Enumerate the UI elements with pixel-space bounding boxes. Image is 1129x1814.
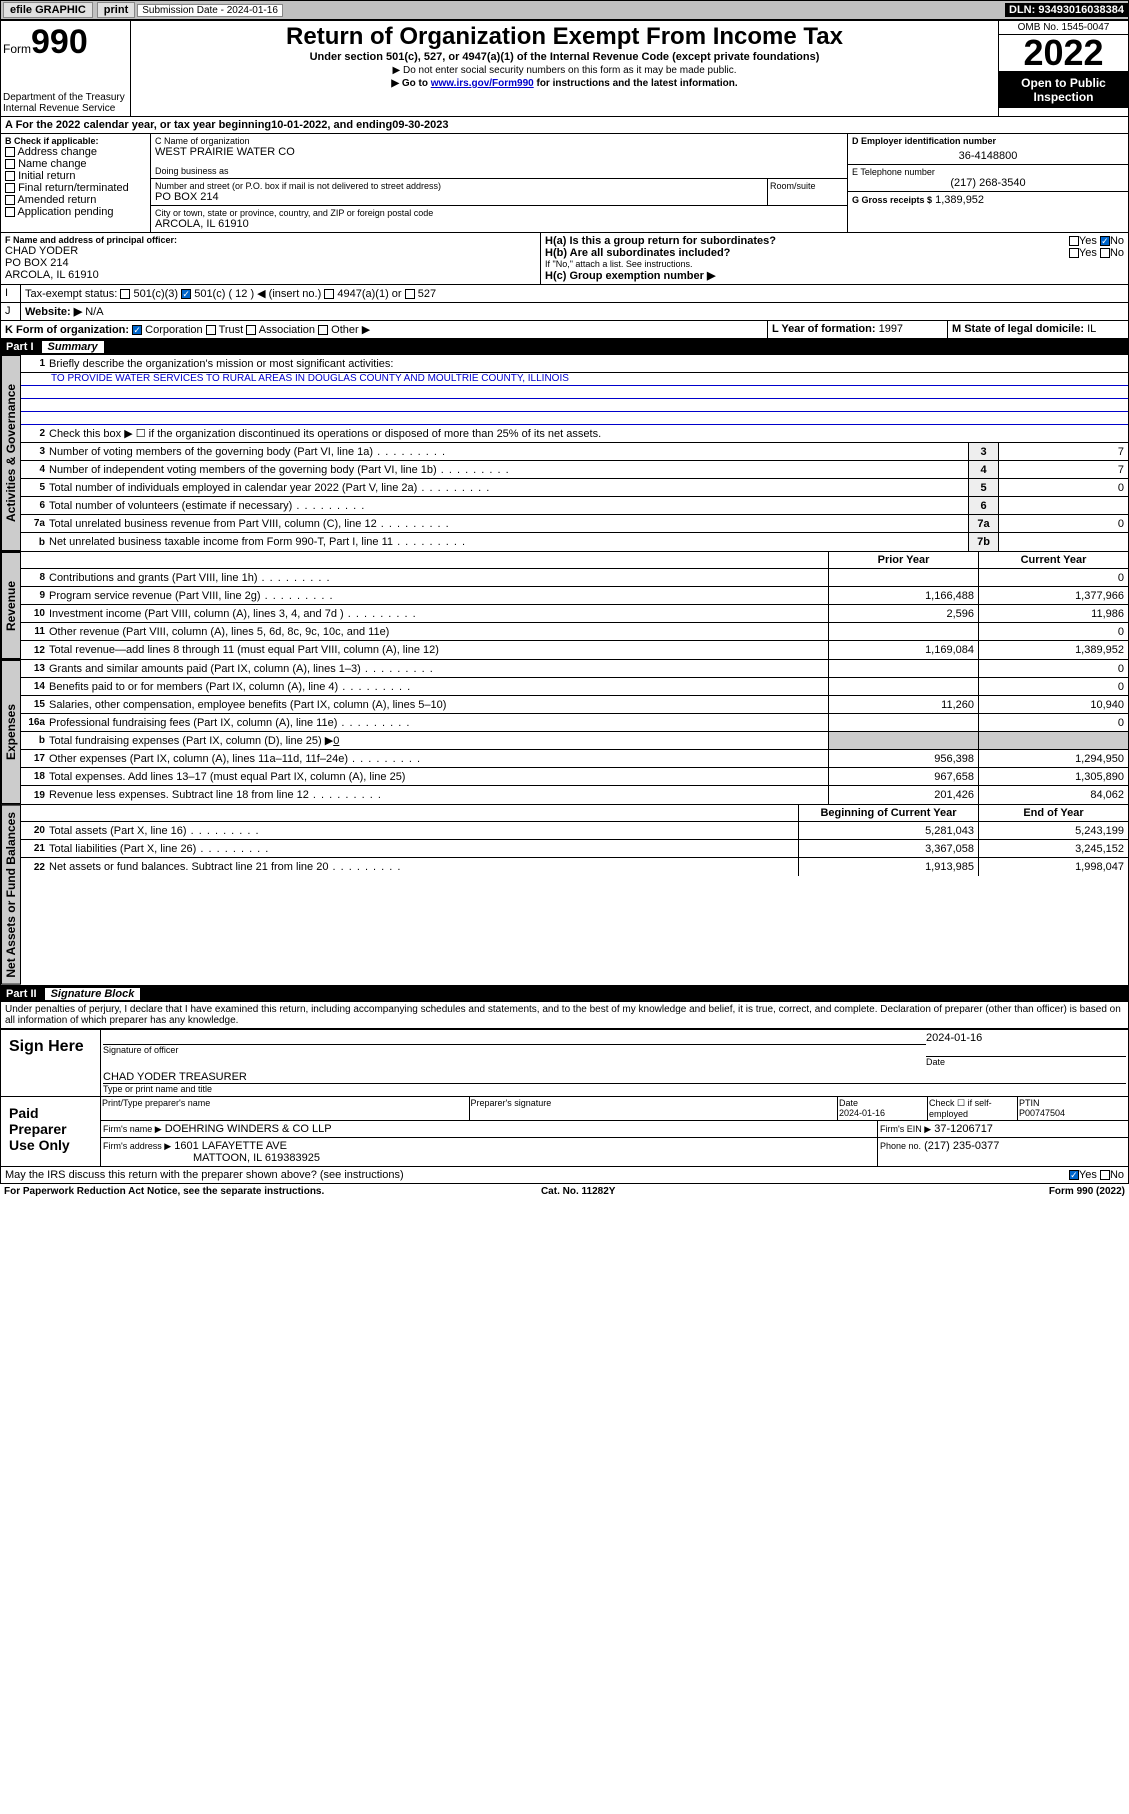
officer-name: CHAD YODER	[5, 245, 536, 257]
cb-final[interactable]: Final return/terminated	[18, 182, 129, 194]
paid-preparer-label: Paid Preparer Use Only	[1, 1097, 101, 1166]
block-d-label: D Employer identification number	[852, 136, 1124, 146]
cb-initial[interactable]: Initial return	[18, 170, 75, 182]
form-title: Return of Organization Exempt From Incom…	[137, 23, 992, 51]
form-number: 990	[31, 23, 88, 61]
street: PO BOX 214	[155, 191, 763, 203]
tax-status-row: I Tax-exempt status: 501(c)(3) 501(c) ( …	[0, 285, 1129, 303]
city: ARCOLA, IL 61910	[155, 218, 843, 230]
signature-block: Sign Here Signature of officer 2024-01-1…	[0, 1029, 1129, 1167]
part1-header: Part ISummary	[0, 339, 1129, 355]
irs-label: Internal Revenue Service	[3, 103, 128, 114]
city-label: City or town, state or province, country…	[155, 208, 843, 218]
dln: DLN: 93493016038384	[1005, 3, 1128, 17]
governance-section: Activities & Governance 1Briefly describ…	[0, 355, 1129, 552]
cb-amended[interactable]: Amended return	[17, 194, 96, 206]
cb-name[interactable]: Name change	[18, 158, 87, 170]
officer-block: F Name and address of principal officer:…	[0, 233, 1129, 285]
cb-pending[interactable]: Application pending	[17, 206, 113, 218]
public-inspection: Open to Public Inspection	[999, 71, 1128, 108]
block-f-label: F Name and address of principal officer:	[5, 235, 536, 245]
room-label: Room/suite	[767, 179, 847, 205]
irs-link[interactable]: www.irs.gov/Form990	[431, 78, 534, 89]
block-b-label: B Check if applicable:	[5, 136, 146, 146]
part2-header: Part IISignature Block	[0, 986, 1129, 1002]
form-label: Form	[3, 42, 31, 56]
form-subtitle: Under section 501(c), 527, or 4947(a)(1)…	[137, 51, 992, 63]
org-form-row: K Form of organization: Corporation Trus…	[0, 321, 1129, 339]
h-note: If "No," attach a list. See instructions…	[545, 259, 1124, 269]
website-row: J Website: ▶ N/A	[0, 303, 1129, 321]
entity-block: B Check if applicable: Address change Na…	[0, 134, 1129, 233]
block-c-label: C Name of organization	[155, 136, 843, 146]
form-header: Form990 Department of the Treasury Inter…	[0, 20, 1129, 117]
footer: For Paperwork Reduction Act Notice, see …	[0, 1184, 1129, 1199]
block-e-label: E Telephone number	[852, 167, 1124, 177]
submission-date: Submission Date - 2024-01-16	[137, 4, 283, 17]
expenses-section: Expenses 13Grants and similar amounts pa…	[0, 660, 1129, 805]
org-name: WEST PRAIRIE WATER CO	[155, 146, 843, 158]
dba-label: Doing business as	[155, 166, 843, 176]
efile-button[interactable]: efile GRAPHIC	[3, 2, 93, 18]
ein: 36-4148800	[852, 150, 1124, 162]
period-row: A For the 2022 calendar year, or tax yea…	[0, 117, 1129, 134]
block-g-label: G Gross receipts $	[852, 195, 932, 205]
penalty-text: Under penalties of perjury, I declare th…	[0, 1002, 1129, 1029]
gross-receipts: 1,389,952	[935, 194, 984, 206]
vtab-expenses: Expenses	[1, 660, 21, 804]
officer-addr2: ARCOLA, IL 61910	[5, 269, 536, 281]
tax-year: 2022	[999, 35, 1128, 71]
note-link: ▶ Go to www.irs.gov/Form990 for instruct…	[137, 78, 992, 89]
topbar: efile GRAPHIC print Submission Date - 20…	[0, 0, 1129, 20]
vtab-netassets: Net Assets or Fund Balances	[1, 805, 21, 985]
officer-addr1: PO BOX 214	[5, 257, 536, 269]
dept-label: Department of the Treasury	[3, 92, 128, 103]
h-c: H(c) Group exemption number ▶	[545, 269, 1124, 282]
h-a: H(a) Is this a group return for subordin…	[545, 235, 776, 247]
print-button[interactable]: print	[97, 2, 135, 18]
sign-here-label: Sign Here	[1, 1030, 101, 1096]
phone: (217) 268-3540	[852, 177, 1124, 189]
discuss-row: May the IRS discuss this return with the…	[0, 1167, 1129, 1184]
mission-text: TO PROVIDE WATER SERVICES TO RURAL AREAS…	[21, 373, 1128, 386]
vtab-governance: Activities & Governance	[1, 355, 21, 551]
netassets-section: Net Assets or Fund Balances Beginning of…	[0, 805, 1129, 986]
revenue-section: Revenue Prior YearCurrent Year 8Contribu…	[0, 552, 1129, 660]
vtab-revenue: Revenue	[1, 552, 21, 659]
cb-address[interactable]: Address change	[17, 146, 97, 158]
h-b: H(b) Are all subordinates included?	[545, 247, 730, 259]
street-label: Number and street (or P.O. box if mail i…	[155, 181, 763, 191]
note-ssn: ▶ Do not enter social security numbers o…	[137, 65, 992, 76]
